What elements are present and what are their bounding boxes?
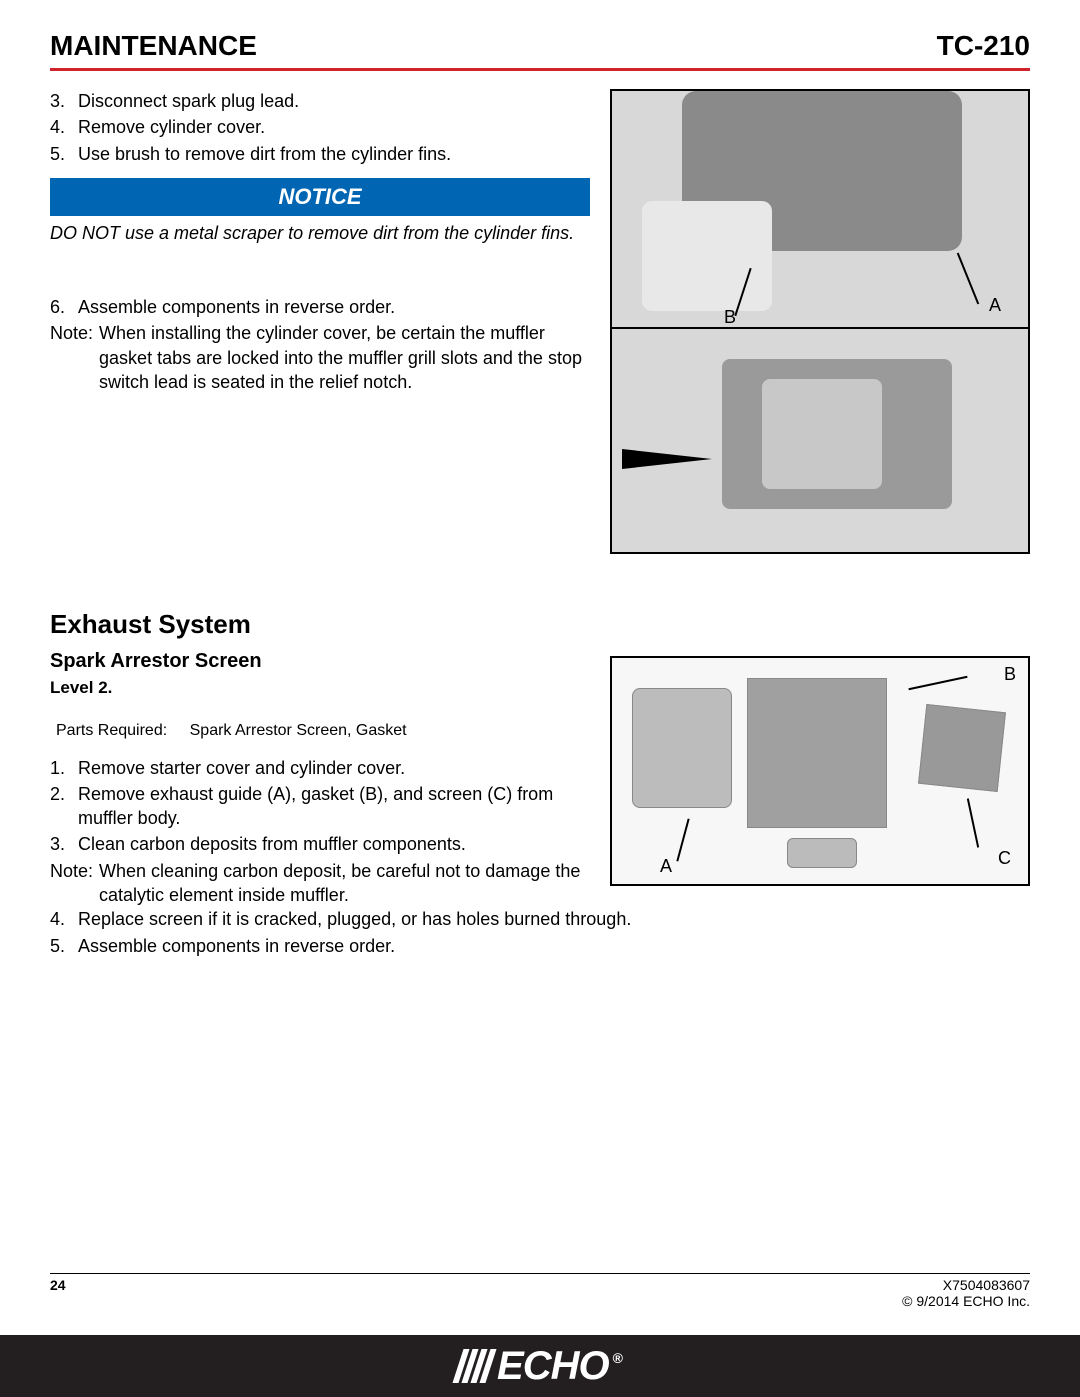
ex-step-3: 3.Clean carbon deposits from muffler com… <box>72 832 590 856</box>
figure-2 <box>610 329 1030 554</box>
logo-text: ECHO <box>497 1344 609 1389</box>
copyright: © 9/2014 ECHO Inc. <box>902 1293 1030 1309</box>
step-3: 3.Disconnect spark plug lead. <box>72 89 590 113</box>
model-number: TC-210 <box>937 30 1030 62</box>
note-label: Note: <box>50 859 99 908</box>
parts-required-value: Spark Arrestor Screen, Gasket <box>190 722 407 739</box>
page-header: MAINTENANCE TC-210 <box>50 30 1030 71</box>
arrow-icon <box>622 449 712 469</box>
step6-list: 6. Assemble components in reverse order. <box>50 295 590 319</box>
figure-column-bottom: A B C <box>610 648 1030 907</box>
step-text: Replace screen if it is cracked, plugged… <box>78 909 631 929</box>
note-body: When installing the cylinder cover, be c… <box>99 321 590 394</box>
parts-required-row: Parts Required: Spark Arrestor Screen, G… <box>50 720 590 742</box>
ex-step-1: 1.Remove starter cover and cylinder cove… <box>72 756 590 780</box>
spark-arrestor-heading: Spark Arrestor Screen <box>50 648 590 675</box>
step-text: Remove exhaust guide (A), gasket (B), an… <box>78 784 553 828</box>
maintenance-text-column: 3.Disconnect spark plug lead. 4.Remove c… <box>50 89 590 554</box>
step-5: 5.Use brush to remove dirt from the cyli… <box>72 142 590 166</box>
step-number: 3. <box>50 832 65 856</box>
notice-banner: NOTICE <box>50 178 590 216</box>
step-number: 5. <box>50 142 65 166</box>
step-text: Remove cylinder cover. <box>78 117 265 137</box>
document-number: X7504083607 <box>902 1277 1030 1293</box>
note-2: Note: When cleaning carbon deposit, be c… <box>50 859 590 908</box>
brand-logo-bar: ECHO ® <box>0 1335 1080 1397</box>
callout-b3: B <box>1004 664 1016 685</box>
notice-text: DO NOT use a metal scraper to remove dir… <box>50 222 590 245</box>
exhaust-heading: Exhaust System <box>50 609 1030 640</box>
ex-step-5: 5.Assemble components in reverse order. <box>72 934 1030 958</box>
step-6: 6.Assemble components in reverse order. <box>72 295 590 319</box>
logo-stripes-icon <box>453 1349 497 1383</box>
step-number: 4. <box>50 907 65 931</box>
section-title: MAINTENANCE <box>50 30 257 62</box>
note-1: Note: When installing the cylinder cover… <box>50 321 590 394</box>
figure-1: B A <box>610 89 1030 329</box>
page-footer: 24 X7504083607 © 9/2014 ECHO Inc. <box>50 1273 1030 1309</box>
step-number: 6. <box>50 295 65 319</box>
step-number: 5. <box>50 934 65 958</box>
note-label: Note: <box>50 321 99 394</box>
callout-b: B <box>724 307 736 328</box>
ex-step-4: 4.Replace screen if it is cracked, plugg… <box>72 907 1030 931</box>
page-number: 24 <box>50 1277 66 1309</box>
step-text: Assemble components in reverse order. <box>78 297 395 317</box>
echo-logo: ECHO ® <box>458 1344 622 1389</box>
figure-column-top: B A <box>610 89 1030 554</box>
note-body: When cleaning carbon deposit, be careful… <box>99 859 590 908</box>
callout-a3: A <box>660 856 672 877</box>
step-number: 4. <box>50 115 65 139</box>
step-text: Remove starter cover and cylinder cover. <box>78 758 405 778</box>
exhaust-text-column: Spark Arrestor Screen Level 2. Parts Req… <box>50 648 590 907</box>
parts-required-label: Parts Required: <box>50 720 185 742</box>
callout-a: A <box>989 295 1001 316</box>
level-label: Level 2. <box>50 677 590 700</box>
step-number: 3. <box>50 89 65 113</box>
step-number: 2. <box>50 782 65 806</box>
step-number: 1. <box>50 756 65 780</box>
exhaust-steps-list: 1. Remove starter cover and cylinder cove… <box>50 756 590 857</box>
step-text: Disconnect spark plug lead. <box>78 91 299 111</box>
exhaust-steps-continued: 4. Replace screen if it is cracked, plugg… <box>50 907 1030 958</box>
step-text: Use brush to remove dirt from the cylind… <box>78 144 451 164</box>
step-text: Assemble components in reverse order. <box>78 936 395 956</box>
figure-3: A B C <box>610 656 1030 886</box>
ex-step-2: 2.Remove exhaust guide (A), gasket (B), … <box>72 782 590 831</box>
callout-c3: C <box>998 848 1011 869</box>
step-4: 4.Remove cylinder cover. <box>72 115 590 139</box>
registered-icon: ® <box>613 1350 622 1366</box>
step-text: Clean carbon deposits from muffler compo… <box>78 834 466 854</box>
top-steps-list: 3.Disconnect spark plug lead. 4.Remove c… <box>50 89 590 166</box>
